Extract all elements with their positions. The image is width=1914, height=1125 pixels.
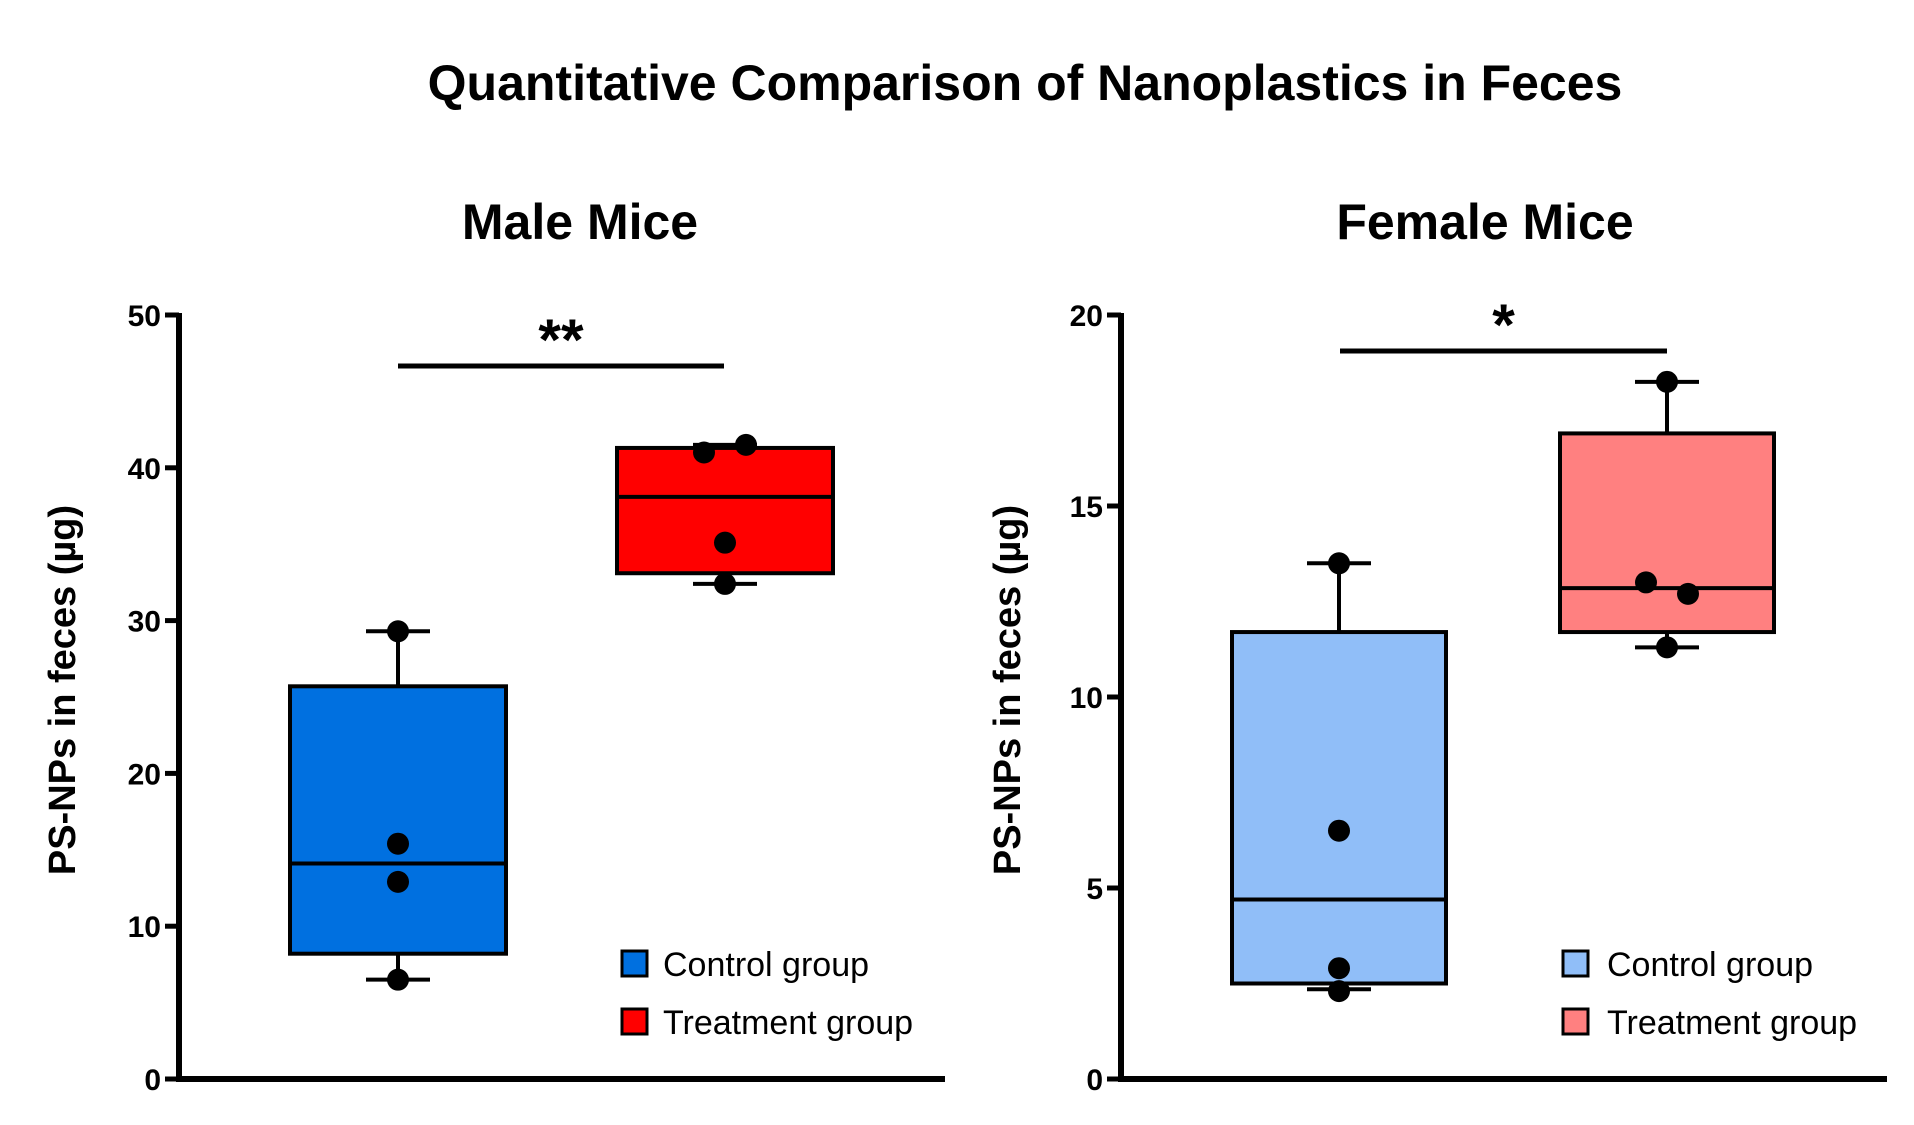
box-iqr xyxy=(1558,431,1776,635)
y-tick-label: 0 xyxy=(144,1064,161,1097)
data-point xyxy=(1328,552,1350,575)
legend-swatch-control xyxy=(620,949,649,978)
significance-label: ** xyxy=(538,308,584,373)
data-point xyxy=(1328,980,1350,1003)
y-tick-label: 5 xyxy=(1086,873,1103,906)
y-tick-label: 10 xyxy=(128,911,161,944)
panel-male: Male Mice PS-NPs in feces (µg) 0 10 20 30 40… xyxy=(42,194,945,1097)
data-point xyxy=(1677,582,1699,605)
data-point xyxy=(387,870,409,893)
data-point xyxy=(1656,370,1678,393)
box-control xyxy=(1230,552,1448,1003)
y-tick-label: 20 xyxy=(1070,300,1103,333)
data-point xyxy=(387,968,409,991)
y-tick-label: 0 xyxy=(1086,1064,1103,1097)
legend-label-control: Control group xyxy=(663,946,869,984)
y-tick-label: 20 xyxy=(128,758,161,791)
y-axis-label-female: PS-NPs in feces (µg) xyxy=(987,505,1029,875)
data-point xyxy=(1656,636,1678,659)
legend-swatch-control xyxy=(1561,949,1590,978)
y-axis-label-male: PS-NPs in feces (µg) xyxy=(42,505,84,875)
significance-label: * xyxy=(1492,293,1515,358)
legend-label-treatment: Treatment group xyxy=(663,1004,913,1042)
box-iqr xyxy=(1230,630,1448,986)
panel-female: Female Mice PS-NPs in feces (µg) 0 5 10 15 2… xyxy=(987,194,1887,1097)
main-title: Quantitative Comparison of Nanoplastics … xyxy=(428,55,1623,111)
data-point xyxy=(387,832,409,855)
panel-title-male: Male Mice xyxy=(462,194,698,250)
data-point xyxy=(1328,819,1350,842)
legend-male: Control group Treatment group xyxy=(620,946,913,1042)
data-point xyxy=(1328,957,1350,980)
plot-area-male: 0 10 20 30 40 50 ** xyxy=(128,300,945,1097)
y-tick-label: 10 xyxy=(1070,682,1103,715)
legend-swatch-treatment xyxy=(620,1007,649,1036)
box-treatment xyxy=(615,433,835,595)
legend-female: Control group Treatment group xyxy=(1561,946,1857,1042)
box-iqr xyxy=(288,684,508,956)
box-iqr xyxy=(615,445,835,576)
data-point xyxy=(714,572,736,595)
legend-swatch-treatment xyxy=(1561,1007,1590,1036)
data-point xyxy=(1635,571,1657,594)
legend-label-control: Control group xyxy=(1607,946,1813,984)
plot-area-female: 0 5 10 15 20 * xyxy=(1070,293,1887,1097)
box-treatment xyxy=(1558,370,1776,659)
y-tick-label: 30 xyxy=(128,606,161,639)
data-point xyxy=(693,441,715,464)
y-tick-label: 50 xyxy=(128,300,161,333)
data-point xyxy=(387,620,409,643)
y-tick-label: 15 xyxy=(1070,491,1103,524)
panel-title-female: Female Mice xyxy=(1336,194,1633,250)
legend-label-treatment: Treatment group xyxy=(1607,1004,1857,1042)
box-control xyxy=(288,620,508,991)
data-point xyxy=(714,531,736,554)
y-tick-label: 40 xyxy=(128,453,161,486)
data-point xyxy=(735,433,757,456)
